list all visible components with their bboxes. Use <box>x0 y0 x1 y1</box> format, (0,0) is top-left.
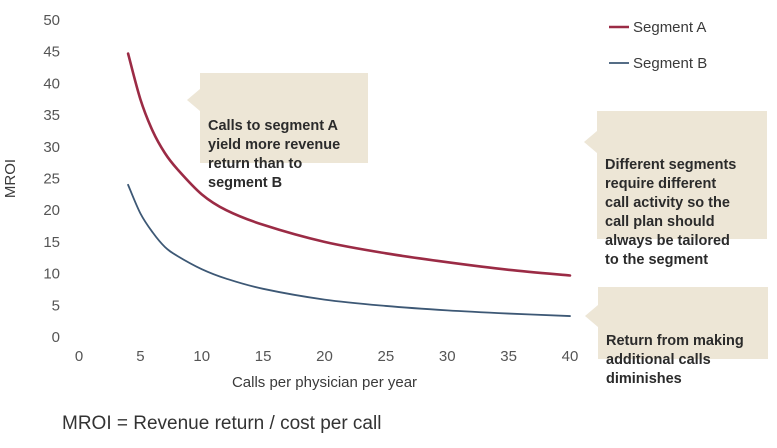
y-tick-label: 15 <box>43 234 60 251</box>
legend-label: Segment A <box>633 19 706 36</box>
y-tick-label: 10 <box>43 266 60 283</box>
y-tick-label: 35 <box>43 107 60 124</box>
x-tick-label: 20 <box>316 348 333 365</box>
legend: Segment A Segment B <box>609 19 707 72</box>
y-axis-ticks: 0 5 10 15 20 25 30 35 40 45 50 <box>43 12 60 346</box>
y-tick-label: 25 <box>43 171 60 188</box>
series-lines <box>126 52 572 317</box>
callout-different-segments-text: Different segments require different cal… <box>605 157 737 268</box>
callout-diminishing-text: Return from making additional calls dimi… <box>606 333 744 387</box>
x-tick-label: 40 <box>562 348 579 365</box>
x-tick-label: 25 <box>378 348 395 365</box>
x-axis-title: Calls per physician per year <box>232 374 417 391</box>
y-axis-title: MROI <box>2 159 19 198</box>
y-tick-label: 45 <box>43 44 60 61</box>
x-tick-label: 35 <box>500 348 517 365</box>
mroi-definition-footnote: MROI = Revenue return / cost per call <box>62 413 382 434</box>
y-tick-label: 40 <box>43 75 60 92</box>
x-tick-label: 0 <box>75 348 83 365</box>
callout-diminishing: Return from making additional calls dimi… <box>585 287 768 387</box>
y-tick-label: 5 <box>52 297 60 314</box>
y-tick-label: 30 <box>43 139 60 156</box>
series-line-segment-b <box>127 183 571 317</box>
callout-different-segments: Different segments require different cal… <box>584 111 767 268</box>
x-tick-label: 5 <box>136 348 144 365</box>
x-tick-label: 10 <box>193 348 210 365</box>
callout-segment-a-text: Calls to segment A yield more revenue re… <box>208 118 341 191</box>
series-line-segment-a <box>126 52 572 277</box>
legend-label: Segment B <box>633 55 707 72</box>
x-axis-ticks: 0 5 10 15 20 25 30 35 40 <box>75 348 579 365</box>
y-tick-label: 20 <box>43 202 60 219</box>
y-tick-label: 0 <box>52 329 60 346</box>
callout-segment-a: Calls to segment A yield more revenue re… <box>187 73 368 191</box>
x-tick-label: 15 <box>255 348 272 365</box>
y-tick-label: 50 <box>43 12 60 29</box>
x-tick-label: 30 <box>439 348 456 365</box>
